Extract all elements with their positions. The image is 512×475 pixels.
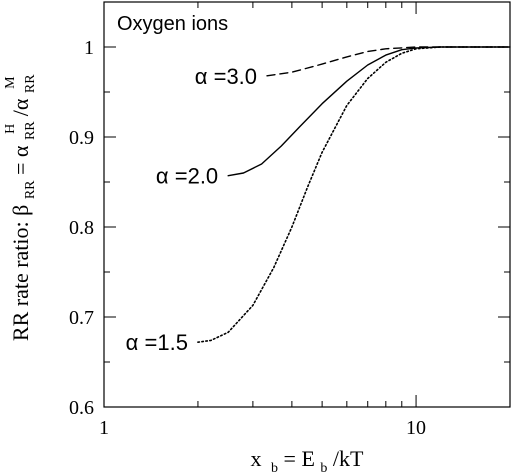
y-axis-label-slash: /α — [8, 98, 33, 116]
series-annotations: α =3.0 α =2.0 α =1.5 — [126, 64, 257, 355]
x-axis-ticks: 1 10 — [99, 2, 426, 439]
series-annotation: α =2.0 — [156, 164, 218, 189]
series-annotation: α =1.5 — [126, 330, 188, 355]
plot-frame — [103, 1, 511, 408]
x-axis-label-base-sub: b — [271, 461, 278, 475]
y-axis-label-prefix: RR rate ratio: β — [8, 205, 33, 341]
series-annotation: α =3.0 — [195, 64, 257, 89]
y-axis-ticks: 0.6 0.7 0.8 0.9 1 — [69, 37, 510, 419]
x-axis-label-tail: /kT — [333, 446, 364, 471]
x-axis-label-eq: = E — [284, 446, 315, 471]
series-line — [266, 46, 511, 77]
x-tick-label: 10 — [406, 417, 426, 439]
y-axis-label-beta-sub: RR — [23, 180, 38, 199]
series-lines — [197, 46, 511, 344]
y-axis-label-den-sub: RR — [23, 74, 38, 93]
y-axis-label-num-sup: H — [3, 124, 18, 134]
y-axis-label-den-sup: M — [3, 76, 18, 89]
y-axis-label: RR rate ratio: β RR = α RR H /α RR M — [0, 69, 39, 341]
y-tick-label: 1 — [84, 37, 94, 59]
x-tick-label: 1 — [99, 417, 109, 439]
series-line — [197, 46, 511, 344]
x-axis-label: x b = E b /kT — [251, 446, 364, 475]
y-tick-label: 0.8 — [69, 217, 94, 239]
y-tick-label: 0.7 — [69, 307, 94, 329]
y-axis-label-eq: = α — [8, 145, 33, 175]
y-tick-label: 0.9 — [69, 127, 94, 149]
x-axis-label-base: x — [251, 446, 262, 471]
y-tick-label: 0.6 — [69, 397, 94, 419]
series-line — [227, 46, 511, 177]
chart-title: Oxygen ions — [117, 13, 228, 35]
y-axis-label-num-sub: RR — [23, 121, 38, 140]
x-axis-label-eq-sub: b — [320, 461, 327, 475]
